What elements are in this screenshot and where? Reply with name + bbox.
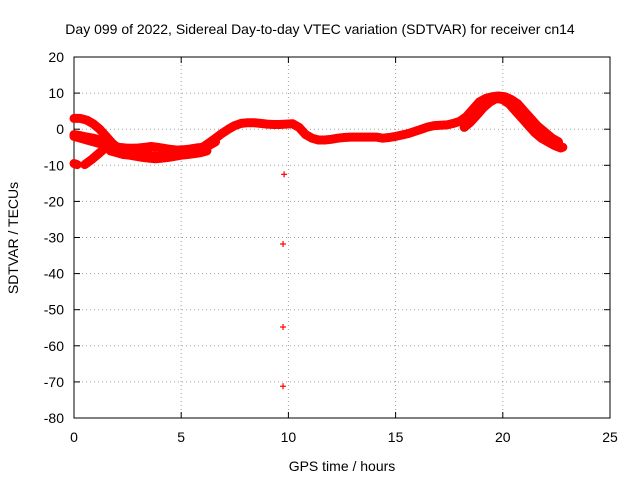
x-tick-label: 15 [388,429,404,445]
y-tick-label: -70 [44,374,64,390]
plot-frame [73,56,611,419]
tick-layer: 0 5 10 15 20 25 -80 -70 -60 -50 -40 -30 -20 -10 0 10 20 [44,49,618,445]
x-tick-label: 25 [602,429,618,445]
series-outliers [280,171,288,390]
x-axis-label: GPS time / hours [289,458,396,474]
x-tick-label: 5 [177,429,185,445]
series-track-f [105,146,212,164]
y-tick-label: -60 [44,338,64,354]
series-track-e [80,139,115,170]
series-track-h [509,103,563,147]
y-tick-label: -20 [44,193,64,209]
data-layer [69,91,568,390]
y-tick-label: 10 [48,85,64,101]
y-tick-label: -80 [44,410,64,426]
series-band [509,103,563,147]
series-band [105,146,212,164]
y-tick-label: 0 [56,121,64,137]
x-tick-label: 0 [70,429,78,445]
series-track-d [69,159,82,170]
y-tick-label: -50 [44,302,64,318]
x-tick-label: 20 [495,429,511,445]
x-tick-label: 10 [281,429,297,445]
y-tick-label: -40 [44,266,64,282]
y-axis-label: SDTVAR / TECUs [5,182,21,294]
chart-title: Day 099 of 2022, Sidereal Day-to-day VTE… [65,21,575,37]
grid-layer [74,57,610,418]
y-tick-label: -10 [44,157,64,173]
y-tick-label: 20 [48,49,64,65]
y-tick-label: -30 [44,230,64,246]
